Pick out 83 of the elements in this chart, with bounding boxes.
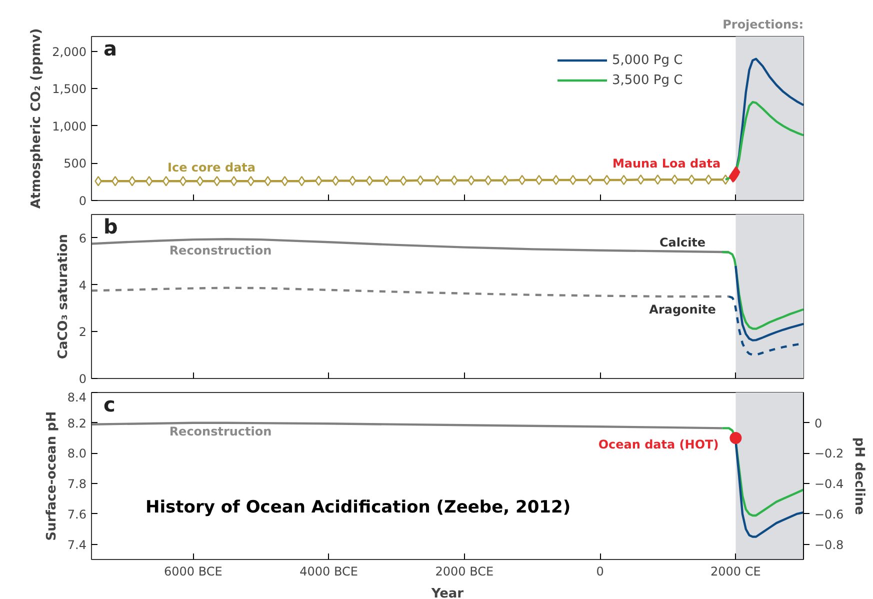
point	[112, 176, 119, 186]
y2-tick-label: −0.8	[814, 538, 844, 552]
point	[450, 175, 458, 186]
point	[366, 176, 374, 186]
y2-tick-label: 0	[814, 416, 822, 430]
y2-tick-label: −0.6	[814, 507, 844, 522]
point	[704, 174, 712, 185]
point	[468, 175, 475, 186]
point	[535, 174, 543, 186]
annotation: Reconstruction	[169, 424, 272, 438]
y-tick-label: 8.2	[67, 416, 87, 430]
y-tick-label: 6	[78, 231, 87, 246]
annotation: Ocean data (HOT)	[598, 438, 719, 452]
y2-axis-title: pH decline	[852, 437, 867, 515]
chart-title: b	[104, 214, 118, 238]
x-axis-title: Year	[430, 586, 464, 599]
point	[382, 176, 390, 186]
x-tick-label: 2000 CE	[710, 564, 761, 578]
line-series	[92, 286, 730, 298]
point	[162, 176, 170, 186]
band-label: Projections:	[722, 18, 804, 32]
point	[281, 176, 288, 186]
annotation: Aragonite	[649, 302, 716, 316]
point	[400, 176, 408, 186]
point	[128, 176, 136, 186]
y-tick-label: 8.0	[67, 446, 87, 461]
point	[146, 176, 153, 186]
line-series	[92, 238, 730, 254]
y-axis-title: CaCO₃ saturation	[56, 234, 71, 360]
point	[654, 174, 662, 185]
y-tick-label: 2,000	[52, 44, 87, 59]
y2-tick-label: −0.2	[814, 446, 844, 461]
y-tick-label: 4	[78, 278, 87, 292]
y2-tick-label: −0.4	[814, 477, 844, 492]
point	[213, 176, 221, 186]
point	[332, 176, 340, 186]
line-series	[734, 264, 804, 342]
annotation: Reconstruction	[169, 244, 272, 258]
point	[230, 176, 238, 186]
point	[484, 175, 492, 186]
chart-title: a	[104, 36, 117, 60]
point	[502, 175, 509, 186]
y-axis-title: Surface-ocean pH	[44, 411, 60, 541]
point	[315, 176, 322, 186]
point	[348, 176, 356, 186]
annotation: Calcite	[659, 236, 706, 250]
x-tick-label: 2000 BCE	[435, 564, 494, 578]
y-tick-label: 0	[78, 372, 87, 386]
point	[688, 174, 696, 185]
x-tick-label: 0	[596, 564, 604, 578]
point	[569, 174, 577, 186]
y-tick-label: 0	[78, 194, 87, 208]
annotation: Ice core data	[167, 160, 256, 174]
y-tick-label: 7.6	[67, 507, 87, 522]
point	[434, 175, 441, 186]
y-tick-label: 500	[64, 156, 86, 171]
point	[518, 174, 526, 186]
x-tick-label: 6000 BCE	[164, 564, 222, 578]
x-tick-label: 4000 BCE	[300, 564, 358, 578]
legend-label: 3,500 Pg C	[612, 72, 683, 88]
y-tick-label: 2	[78, 325, 87, 340]
y-tick-label: 8.4	[67, 390, 87, 404]
point	[637, 174, 644, 185]
y-tick-label: 7.4	[67, 538, 87, 552]
point	[94, 176, 102, 186]
y-axis-title: Atmospheric CO₂ (ppmv)	[29, 28, 44, 209]
y-tick-label: 1,500	[52, 82, 87, 96]
point	[179, 176, 187, 186]
line-series	[721, 250, 804, 330]
legend-label: 5,000 Pg C	[612, 52, 683, 68]
point	[416, 175, 424, 186]
point	[298, 176, 306, 186]
point	[552, 174, 560, 186]
point	[247, 176, 254, 186]
y-tick-label: 7.8	[67, 477, 87, 492]
point	[196, 176, 204, 186]
annotation: Mauna Loa data	[612, 156, 721, 170]
line-series	[721, 427, 804, 517]
y-tick-label: 1,000	[52, 119, 87, 134]
annotation: History of Ocean Acidification (Zeebe, 2012)	[146, 498, 571, 518]
chart-title: c	[104, 392, 116, 416]
point	[671, 174, 678, 185]
point	[264, 176, 272, 186]
